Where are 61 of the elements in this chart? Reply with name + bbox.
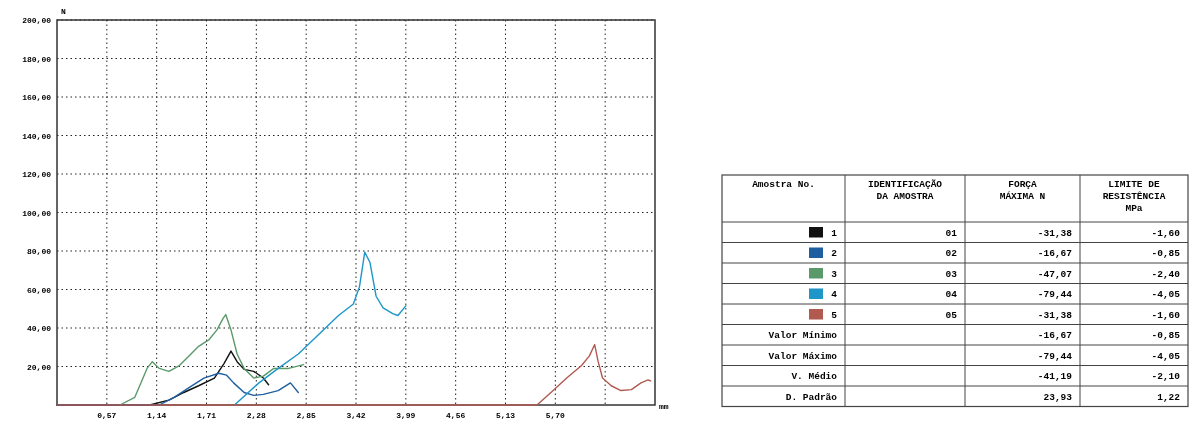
text: -2,10 (1151, 371, 1181, 383)
text: -0,85 (1151, 330, 1181, 342)
text: 05 (945, 309, 958, 321)
text: -16,67 (1037, 330, 1073, 342)
y-tick-label: 100,00 (22, 208, 52, 218)
text: -0,85 (1151, 248, 1181, 260)
y-tick-label: 160,00 (22, 93, 52, 102)
text: 01 (945, 227, 958, 239)
x-tick-label: 5,13 (495, 411, 516, 420)
text: -16,67 (1037, 248, 1073, 260)
legend-label: 2 (831, 248, 838, 260)
text: -4,05 (1151, 350, 1181, 362)
line-series (56, 343, 652, 406)
text: -2,40 (1151, 268, 1181, 280)
text: FORÇA MÁXIMA N (999, 179, 1046, 202)
text: V. Médio (791, 371, 838, 383)
legend-title: Amostra No. (752, 179, 815, 190)
text: Valor Mínimo (768, 330, 838, 342)
x-tick-label: 3,99 (396, 411, 416, 420)
y-tick-label: 20,00 (26, 362, 52, 372)
text: -1,60 (1151, 309, 1181, 321)
x-tick-label: 3,42 (346, 411, 366, 420)
line-series (233, 251, 407, 406)
x-tick-label: 2,85 (296, 411, 316, 420)
line-series (119, 313, 305, 406)
y-axis-title: N (61, 7, 66, 16)
text: -79,44 (1037, 350, 1073, 362)
text: D. Padrão (785, 391, 838, 403)
text: 23,93 (1043, 391, 1073, 403)
text: -4,05 (1151, 289, 1181, 301)
text: -1,60 (1151, 227, 1181, 239)
x-tick-label: 0,57 (97, 411, 117, 420)
text: 03 (945, 268, 958, 280)
text: LIMITE DE RESISTÊNCIA MPa (1102, 179, 1166, 214)
legend-label: 4 (831, 289, 838, 301)
legend-label: 5 (831, 309, 838, 321)
y-tick-label: 180,00 (22, 54, 52, 64)
x-tick-label: 5,70 (545, 411, 566, 420)
text: Valor Máximo (768, 350, 838, 362)
x-tick-label: 1,14 (147, 411, 167, 420)
x-tick-label: 4,56 (446, 411, 466, 420)
y-tick-label: 60,00 (26, 285, 52, 295)
text: -31,38 (1037, 227, 1073, 239)
text: 04 (945, 289, 958, 301)
text: -31,38 (1037, 309, 1073, 321)
y-tick-label: 40,00 (26, 324, 52, 333)
x-axis-title: mm (659, 402, 669, 411)
text: IDENTIFICAÇÃO DA AMOSTRA (867, 179, 943, 202)
x-tick-label: 1,71 (196, 411, 217, 420)
y-tick-label: 80,00 (26, 247, 52, 256)
legend-label: 1 (831, 227, 838, 239)
text: 1,22 (1157, 391, 1181, 403)
text: -47,07 (1037, 268, 1073, 280)
legend-label: 3 (831, 268, 838, 280)
text: -79,44 (1037, 289, 1073, 301)
text: 02 (945, 248, 958, 260)
y-tick-label: 140,00 (22, 131, 52, 141)
y-tick-label: 200,00 (22, 16, 52, 25)
text: -41,19 (1037, 371, 1073, 383)
x-tick-label: 2,28 (246, 411, 267, 420)
y-tick-label: 120,00 (22, 170, 52, 179)
